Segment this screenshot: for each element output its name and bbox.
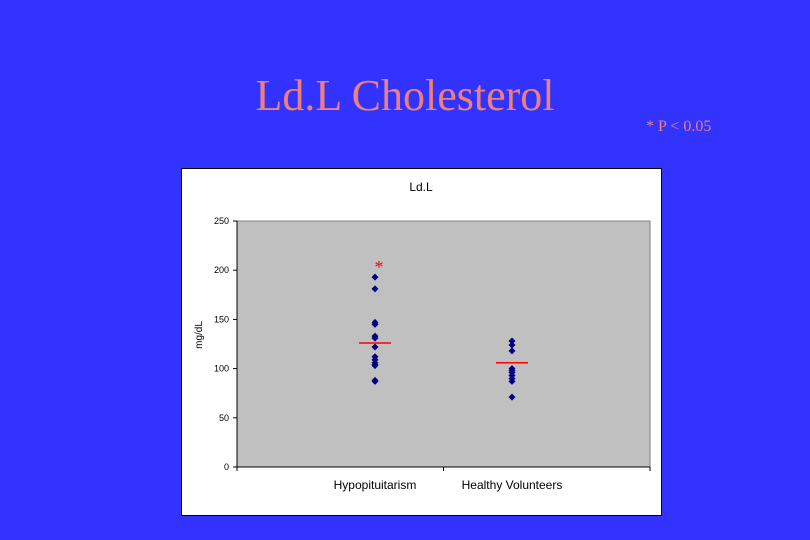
y-tick-label: 0: [224, 462, 229, 472]
y-axis: 0 50 100 150 200 250 Hypopituitarism Healthy Vo…: [214, 216, 651, 492]
y-tick-label: 100: [214, 364, 229, 374]
data-point: [371, 320, 379, 328]
y-axis-label: mg/dL: [194, 321, 205, 349]
significance-marker: *: [375, 257, 384, 277]
chart-frame: Ld.L 0 50 100 150 200 250 Hypopituitarism Healt…: [181, 168, 662, 516]
plot-area: [236, 220, 651, 468]
chart-title: Ld.L: [409, 180, 433, 194]
data-point: [508, 347, 516, 355]
data-point: [371, 343, 379, 351]
y-tick-label: 200: [214, 265, 229, 275]
data-point: [371, 285, 379, 293]
y-tick-label: 150: [214, 314, 229, 324]
y-tick-label: 50: [219, 413, 229, 423]
data-point: [371, 334, 379, 342]
data-point: [508, 341, 516, 349]
data-point: [371, 273, 379, 281]
data-point: [508, 337, 516, 345]
data-point: [508, 393, 516, 401]
significance-footnote: * P < 0.05: [646, 118, 712, 135]
data-point: [508, 377, 516, 385]
x-category-label: Healthy Volunteers: [462, 478, 563, 492]
data-point: [371, 362, 379, 370]
x-category-label: Hypopituitarism: [334, 478, 417, 492]
data-point: [371, 377, 379, 385]
data-marks: *: [359, 257, 528, 401]
slide-title: Ld.L Cholesterol: [255, 71, 555, 120]
chart-svg: Ld.L 0 50 100 150 200 250 Hypopituitarism Healt…: [194, 180, 651, 492]
y-tick-label: 250: [214, 216, 229, 226]
